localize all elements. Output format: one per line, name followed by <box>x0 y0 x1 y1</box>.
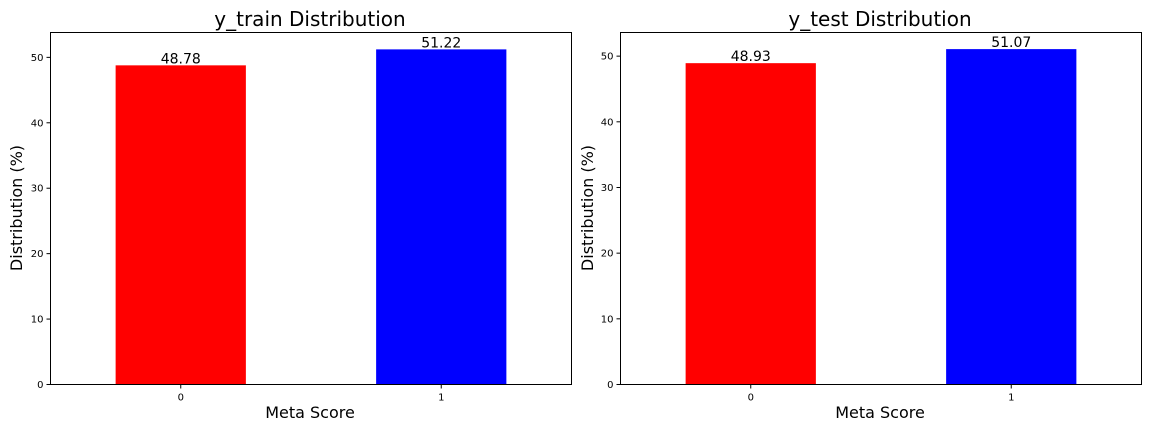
x-tick-label: 1 <box>1008 393 1014 404</box>
y-tick-label: 0 <box>37 380 43 391</box>
data-label: 48.93 <box>731 49 771 65</box>
chart-title: y_train Distribution <box>214 7 405 31</box>
y-axis-label: Distribution (%) <box>7 145 26 271</box>
bars <box>115 49 507 385</box>
x-axis-label: Meta Score <box>265 403 355 422</box>
data-label: 51.07 <box>991 35 1031 51</box>
x-tick-label: 0 <box>748 393 754 404</box>
y-axis-label: Distribution (%) <box>578 145 597 271</box>
data-label: 48.78 <box>161 51 201 67</box>
y-tick-label: 10 <box>601 314 614 325</box>
plot-frame <box>620 32 1142 385</box>
y-tick-label: 30 <box>31 184 44 195</box>
x-tick-label: 1 <box>438 393 444 404</box>
plot-frame <box>50 32 572 385</box>
chart-title: y_test Distribution <box>788 7 971 31</box>
bars <box>685 49 1077 385</box>
data-labels: 48.78 51.22 <box>161 35 462 67</box>
x-axis-label: Meta Score <box>835 403 925 422</box>
x-tick-label: 0 <box>178 393 184 404</box>
y-tick-label: 50 <box>31 53 44 64</box>
bar-1 <box>946 49 1077 385</box>
bar-0 <box>115 65 246 385</box>
y-tick-label: 10 <box>31 315 44 326</box>
y-tick-label: 30 <box>601 183 614 194</box>
bar-0 <box>685 63 816 385</box>
y-axis-ticks: 0 10 20 30 40 50 <box>31 53 51 391</box>
y-tick-label: 20 <box>31 249 44 260</box>
y-tick-label: 50 <box>601 52 614 63</box>
y-tick-label: 40 <box>601 117 614 128</box>
bar-1 <box>376 49 507 385</box>
data-label: 51.22 <box>421 35 461 51</box>
data-labels: 48.93 51.07 <box>731 35 1032 65</box>
y-axis-ticks: 0 10 20 30 40 50 <box>601 52 621 391</box>
y-tick-label: 0 <box>607 380 613 391</box>
y-tick-label: 40 <box>31 118 44 129</box>
y-tick-label: 20 <box>601 249 614 260</box>
